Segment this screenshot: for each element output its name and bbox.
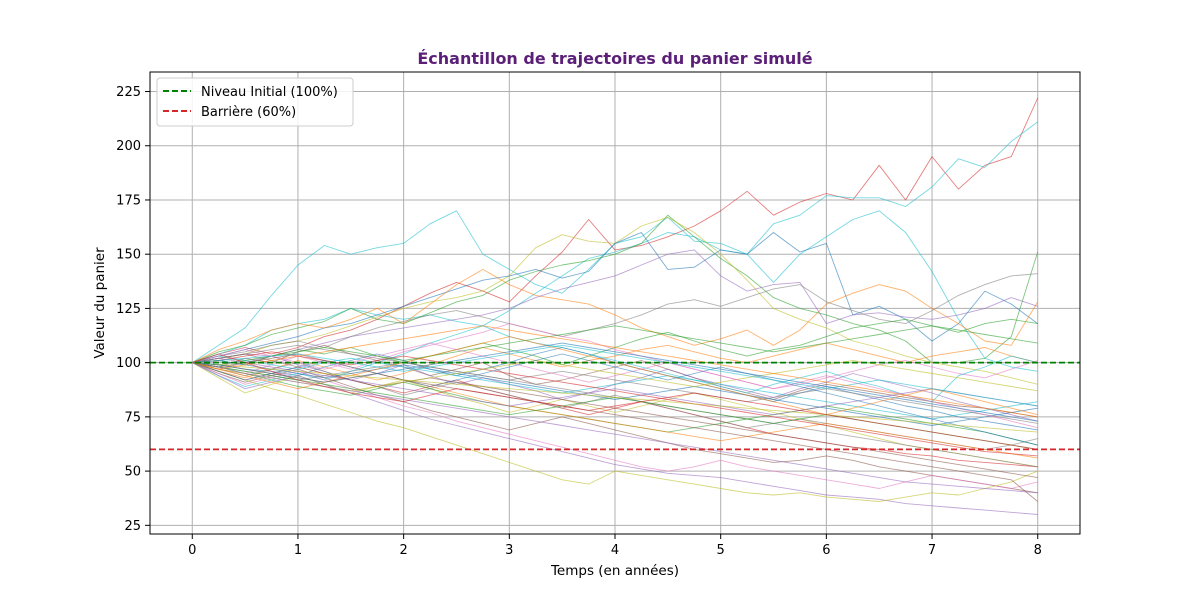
y-tick-label: 75 [124, 410, 141, 425]
reference-lines-layer [150, 361, 1080, 451]
chart-title: Échantillon de trajectoires du panier si… [417, 49, 812, 68]
y-tick-label: 100 [116, 356, 141, 371]
y-axis-label: Valeur du panier [92, 247, 108, 359]
trajectory-line-28 [192, 355, 1038, 420]
trajectory-line-31 [192, 325, 1038, 366]
trajectory-line-26 [192, 360, 1038, 426]
legend-box [156, 77, 354, 127]
legend-label-initial-level: Niveau Initial (100%) [201, 85, 338, 100]
series-layer [192, 97, 1039, 515]
trajectory-line-8 [192, 249, 1038, 364]
x-tick-label: 3 [505, 543, 513, 558]
trajectory-line-43 [192, 353, 1038, 450]
trajectory-line-9 [192, 273, 1038, 364]
y-tick-label: 200 [116, 139, 141, 154]
trajectory-line-45 [192, 342, 1038, 422]
trajectory-line-7 [192, 268, 1039, 364]
x-tick-label: 2 [399, 543, 407, 558]
trajectory-line-35 [192, 342, 1038, 429]
trajectory-line-21 [192, 362, 1038, 489]
x-tick-label: 1 [294, 543, 302, 558]
x-tick-label: 7 [928, 543, 936, 558]
trajectory-line-22 [192, 362, 1038, 515]
x-tick-label: 6 [822, 543, 830, 558]
trajectory-line-33 [192, 357, 1038, 416]
trajectory-line-23 [192, 362, 1038, 502]
trajectory-line-6 [192, 232, 1038, 364]
y-tick-label: 125 [116, 302, 141, 317]
y-tick-label: 25 [124, 519, 141, 534]
y-tick-label: 175 [116, 193, 141, 208]
x-tick-label: 8 [1034, 543, 1042, 558]
legend: Niveau Initial (100%) Barrière (60%) [156, 77, 354, 127]
x-tick-label: 4 [611, 543, 619, 558]
tick-layer: 0 1 2 3 4 5 6 7 8 25 50 75 100 125 150 175 200 225 [116, 85, 1042, 558]
trajectory-line-44 [192, 325, 1038, 418]
trajectory-line-27 [192, 353, 1038, 479]
trajectory-line-4 [192, 214, 1039, 364]
trajectory-line-1 [192, 97, 1039, 364]
x-tick-label: 5 [717, 543, 725, 558]
trajectory-line-42 [192, 362, 1038, 494]
y-tick-label: 50 [124, 465, 141, 480]
trajectory-line-40 [192, 344, 1038, 407]
x-axis-label: Temps (en années) [550, 563, 679, 579]
trajectory-line-41 [192, 362, 1038, 433]
y-tick-label: 150 [116, 248, 141, 263]
trajectory-line-3 [192, 210, 1038, 372]
y-tick-label: 225 [116, 85, 141, 100]
x-tick-label: 0 [188, 543, 196, 558]
trajectory-line-13 [192, 342, 1038, 381]
legend-label-barrier: Barrière (60%) [201, 105, 296, 120]
